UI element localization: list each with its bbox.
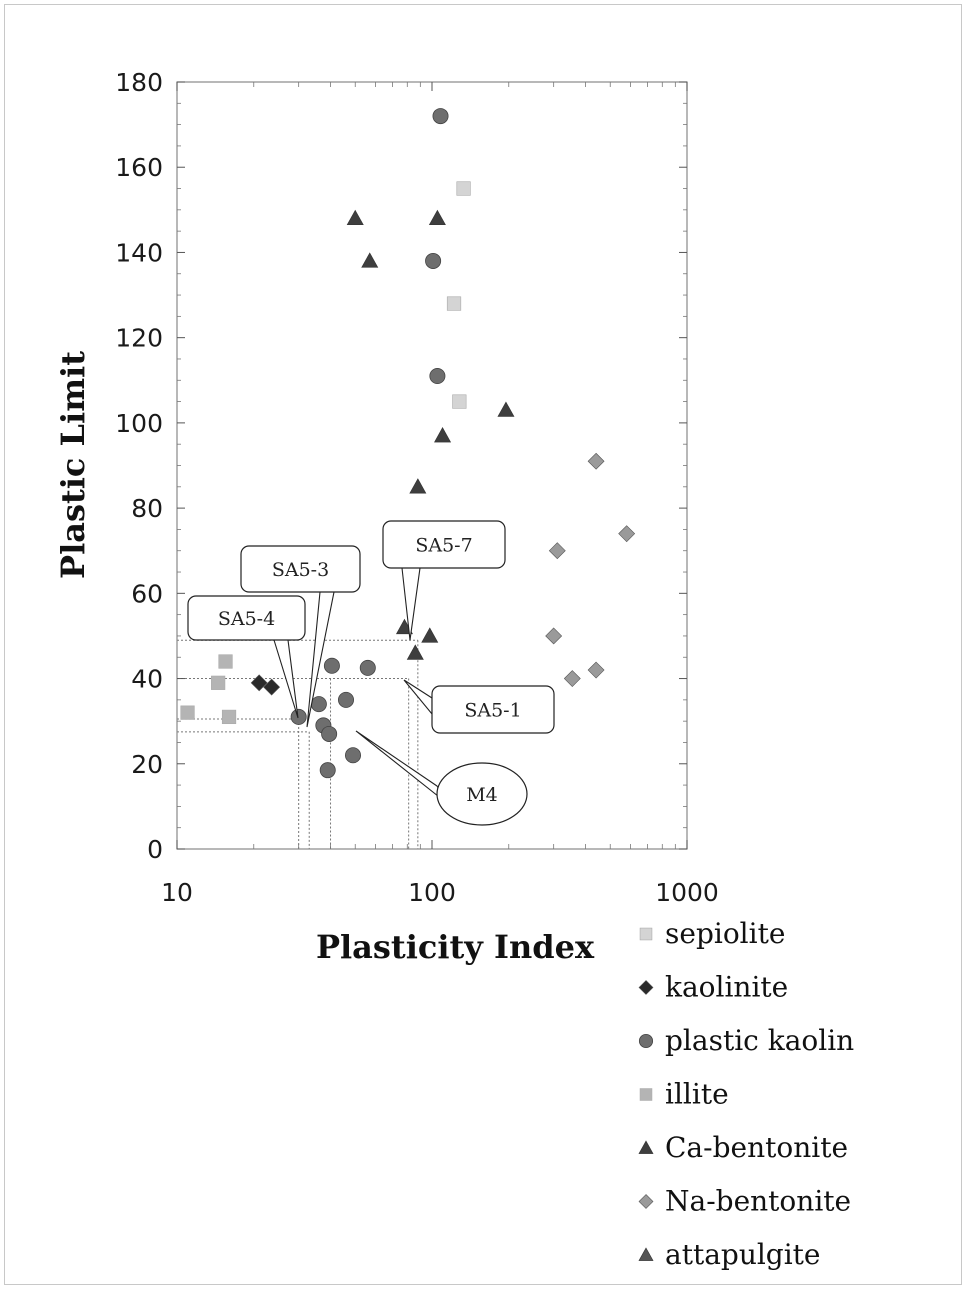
callout-sa5-1: SA5-1 [403, 679, 555, 734]
legend-label: sepiolite [665, 917, 785, 950]
y-tick-label: 60 [131, 579, 163, 608]
callout-label: SA5-7 [415, 535, 472, 557]
legend-label: Na-bentonite [665, 1185, 851, 1218]
point-ca-bentonite [406, 644, 424, 660]
callout-label: M4 [466, 784, 498, 806]
point-na-bentonite [548, 542, 566, 560]
callout-sa5-4: SA5-4 [187, 595, 306, 719]
legend-marker-plastic-kaolin [638, 1033, 654, 1049]
legend-label: plastic kaolin [665, 1024, 854, 1057]
point-ca-bentonite [434, 427, 452, 443]
x-tick-label: 10 [161, 878, 193, 907]
callout-box [240, 545, 361, 593]
callout-box [382, 520, 506, 569]
point-ca-bentonite [361, 252, 379, 268]
x-tick-labels: 10 100 1000 [161, 878, 719, 907]
plot-area-frame [176, 81, 688, 850]
y-tick-label: 180 [115, 68, 163, 97]
y-tick-label: 100 [115, 409, 163, 438]
callout-label: SA5-1 [464, 700, 521, 722]
point-na-bentonite [587, 661, 605, 679]
point-illite [211, 675, 226, 690]
point-sepiolite [446, 296, 462, 311]
y-tick-label: 0 [147, 835, 163, 864]
x-axis-title: Plasticity Index [316, 928, 595, 966]
point-plastic-kaolin [290, 708, 307, 725]
y-tick-label: 40 [131, 665, 163, 694]
point-plastic-kaolin [310, 696, 327, 713]
y-tick-label: 120 [115, 324, 163, 353]
legend-marker-sepiolite [639, 927, 653, 941]
point-na-bentonite [587, 452, 605, 470]
callout-m4: M4 [355, 730, 528, 826]
callout-box [436, 762, 528, 826]
point-plastic-kaolin [319, 762, 336, 779]
data-markers [180, 108, 636, 779]
legend-label: kaolinite [665, 971, 788, 1004]
y-tick-label: 140 [115, 238, 163, 267]
legend-item-sepiolite: sepiolite [639, 917, 785, 950]
axis-ticks [176, 81, 688, 850]
legend-item-illite: illite [639, 1078, 729, 1111]
point-ca-bentonite [428, 209, 446, 226]
point-plastic-kaolin [338, 691, 355, 708]
legend-item-na-bentonite: Na-bentonite [638, 1185, 851, 1218]
legend-item-attapulgite: attapulgite [638, 1238, 821, 1271]
y-tick-labels: 0 20 40 60 80 100 120 140 160 180 [115, 68, 163, 864]
legend-marker-attapulgite [638, 1247, 654, 1261]
x-tick-label: 1000 [655, 878, 719, 907]
point-plastic-kaolin [432, 108, 449, 125]
point-ca-bentonite [421, 627, 439, 643]
callout-label: SA5-4 [218, 608, 275, 630]
callout-sa5-7: SA5-7 [382, 520, 506, 641]
callout-box [431, 685, 555, 734]
point-ca-bentonite [346, 209, 364, 226]
legend-item-kaolinite: kaolinite [638, 971, 788, 1004]
legend-label: Ca-bentonite [665, 1131, 848, 1164]
legend: sepiolite kaolinite plastic kaolin illite Ca… [638, 917, 854, 1271]
callout-box [187, 595, 306, 641]
point-sepiolite [456, 181, 471, 196]
point-kaolinite [263, 678, 281, 696]
callout-pointer [355, 730, 449, 805]
y-tick-label: 160 [115, 153, 163, 182]
legend-marker-na-bentonite [638, 1194, 654, 1209]
legend-marker-kaolinite [638, 980, 654, 995]
point-plastic-kaolin [344, 747, 361, 764]
page-frame [4, 4, 962, 1285]
guide-lines [177, 639, 419, 849]
point-illite [180, 705, 195, 720]
point-ca-bentonite [497, 401, 515, 417]
callout-annotations: SA5-3 SA5-4 SA5-7 SA5-1 M4 [187, 520, 555, 826]
point-kaolinite [250, 674, 268, 692]
y-tick-label: 20 [131, 750, 163, 779]
legend-marker-ca-bentonite [638, 1140, 654, 1154]
x-tick-label: 100 [408, 878, 456, 907]
callout-sa5-3: SA5-3 [240, 545, 361, 728]
legend-marker-illite [639, 1088, 653, 1101]
legend-item-ca-bentonite: Ca-bentonite [638, 1131, 848, 1164]
legend-label: illite [665, 1078, 729, 1111]
point-na-bentonite [618, 525, 636, 543]
point-sepiolite [452, 394, 467, 409]
legend-label: attapulgite [665, 1238, 821, 1271]
callout-label: SA5-3 [272, 559, 329, 581]
point-illite [221, 709, 237, 725]
point-plastic-kaolin [359, 659, 376, 676]
point-plastic-kaolin [429, 368, 446, 385]
point-ca-bentonite [409, 478, 427, 494]
point-plastic-kaolin [321, 725, 338, 742]
point-illite [218, 654, 233, 669]
point-na-bentonite [545, 627, 563, 645]
point-na-bentonite [563, 670, 581, 687]
point-plastic-kaolin [323, 657, 340, 674]
y-tick-label: 80 [131, 494, 163, 523]
point-plastic-kaolin [425, 252, 442, 269]
legend-item-plastic-kaolin: plastic kaolin [638, 1024, 854, 1057]
y-axis-title: Plastic Limit [54, 351, 92, 579]
